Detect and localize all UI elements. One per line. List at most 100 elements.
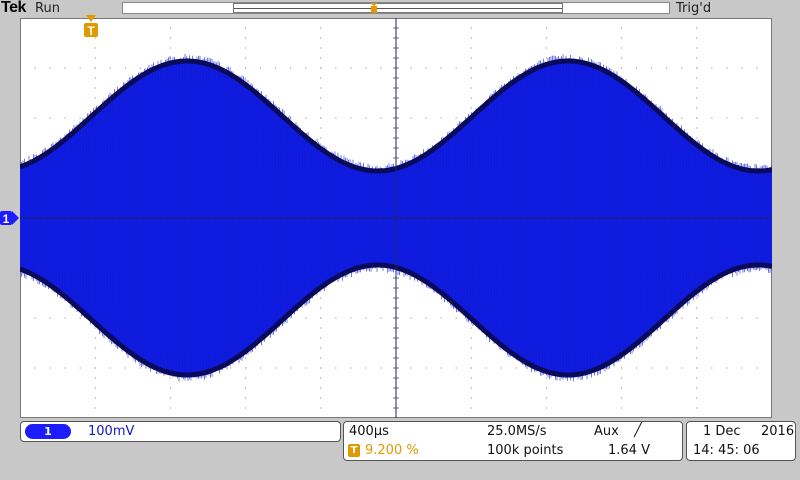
grid-dot <box>621 377 623 379</box>
grid-dot <box>545 57 547 59</box>
acquisition-status: Run <box>35 1 60 16</box>
grid-dot <box>696 87 698 89</box>
grid-dot <box>365 317 367 319</box>
grid-dot <box>621 397 623 399</box>
grid-dot <box>470 57 472 59</box>
grid-dot <box>410 117 412 119</box>
grid-dot <box>245 18 247 19</box>
grid-dot <box>696 347 698 349</box>
grid-dot <box>94 67 96 69</box>
grid-dot <box>320 67 322 69</box>
trigger-position-marker[interactable]: T <box>83 15 99 41</box>
grid-dot <box>245 377 247 379</box>
grid-dot <box>696 37 698 39</box>
waveform-display[interactable] <box>20 18 772 418</box>
grid-dot <box>500 67 502 69</box>
grid-dot <box>711 117 713 119</box>
grid-dot <box>64 67 66 69</box>
grid-dot <box>94 77 96 79</box>
grid-dot <box>515 67 517 69</box>
grid-dot <box>290 367 292 369</box>
grid-dot <box>485 67 487 69</box>
grid-dot <box>380 117 382 119</box>
grid-dot <box>425 117 427 119</box>
grid-dot <box>410 367 412 369</box>
grid-dot <box>545 397 547 399</box>
grid-dot <box>651 367 653 369</box>
horizontal-trigger-readout[interactable]: 400µs T 9.200 % 25.0MS/s 100k points Aux… <box>343 421 683 461</box>
grid-dot <box>320 297 322 299</box>
grid-dot <box>485 367 487 369</box>
grid-dot <box>470 387 472 389</box>
grid-dot <box>440 67 442 69</box>
grid-dot <box>756 367 758 369</box>
grid-dot <box>696 387 698 389</box>
grid-dot <box>425 317 427 319</box>
grid-dot <box>94 18 96 19</box>
channel-badge[interactable]: 1 <box>25 424 71 439</box>
grid-dot <box>260 67 262 69</box>
grid-dot <box>124 367 126 369</box>
grid-dot <box>245 67 247 69</box>
grid-dot <box>500 367 502 369</box>
grid-dot <box>756 117 758 119</box>
grid-dot <box>320 87 322 89</box>
grid-dot <box>64 117 66 119</box>
grid-dot <box>109 367 111 369</box>
grid-dot <box>94 327 96 329</box>
channel-1-ground-marker[interactable]: 1 <box>0 210 20 226</box>
grid-dot <box>470 47 472 49</box>
grid-dot <box>94 417 96 418</box>
grid-dot <box>245 367 247 369</box>
status-bar: Tek Run Trig'd <box>0 0 800 18</box>
grid-dot <box>320 77 322 79</box>
grid-dot <box>696 397 698 399</box>
grid-dot <box>245 57 247 59</box>
grid-dot <box>470 417 472 418</box>
record-length: 100k points <box>487 443 564 458</box>
grid-dot <box>621 77 623 79</box>
grid-dot <box>350 367 352 369</box>
grid-dot <box>365 367 367 369</box>
channel-readout[interactable]: 1 100mV <box>20 421 341 442</box>
grid-dot <box>440 367 442 369</box>
grid-dot <box>230 367 232 369</box>
grid-dot <box>681 367 683 369</box>
grid-dot <box>455 367 457 369</box>
grid-dot <box>681 317 683 319</box>
grid-dot <box>275 67 277 69</box>
grid-dot <box>79 67 81 69</box>
grid-dot <box>49 67 51 69</box>
grid-dot <box>470 97 472 99</box>
grid-dot <box>169 407 171 409</box>
grid-dot <box>169 27 171 29</box>
grid-dot <box>245 37 247 39</box>
record-view-window[interactable] <box>233 3 563 13</box>
grid-dot <box>380 317 382 319</box>
grid-dot <box>350 117 352 119</box>
grid-dot <box>320 397 322 399</box>
grid-dot <box>696 417 698 418</box>
grid-dot <box>455 117 457 119</box>
grid-dot <box>34 117 36 119</box>
grid-dot <box>696 307 698 309</box>
grid-dot <box>771 67 772 69</box>
grid-dot <box>109 67 111 69</box>
grid-dot <box>681 67 683 69</box>
grid-dot <box>696 47 698 49</box>
grid-dot <box>771 117 772 119</box>
grid-dot <box>470 107 472 109</box>
grid-dot <box>320 127 322 129</box>
record-view-strip[interactable] <box>122 2 670 14</box>
grid-dot <box>169 377 171 379</box>
grid-dot <box>245 27 247 29</box>
grid-dot <box>470 77 472 79</box>
svg-text:1: 1 <box>3 212 10 226</box>
grid-dot <box>425 367 427 369</box>
grid-dot <box>621 37 623 39</box>
grid-dot <box>335 117 337 119</box>
grid-dot <box>230 67 232 69</box>
grid-dot <box>470 37 472 39</box>
trigger-level: 1.64 V <box>608 443 650 458</box>
grid-dot <box>380 267 382 269</box>
